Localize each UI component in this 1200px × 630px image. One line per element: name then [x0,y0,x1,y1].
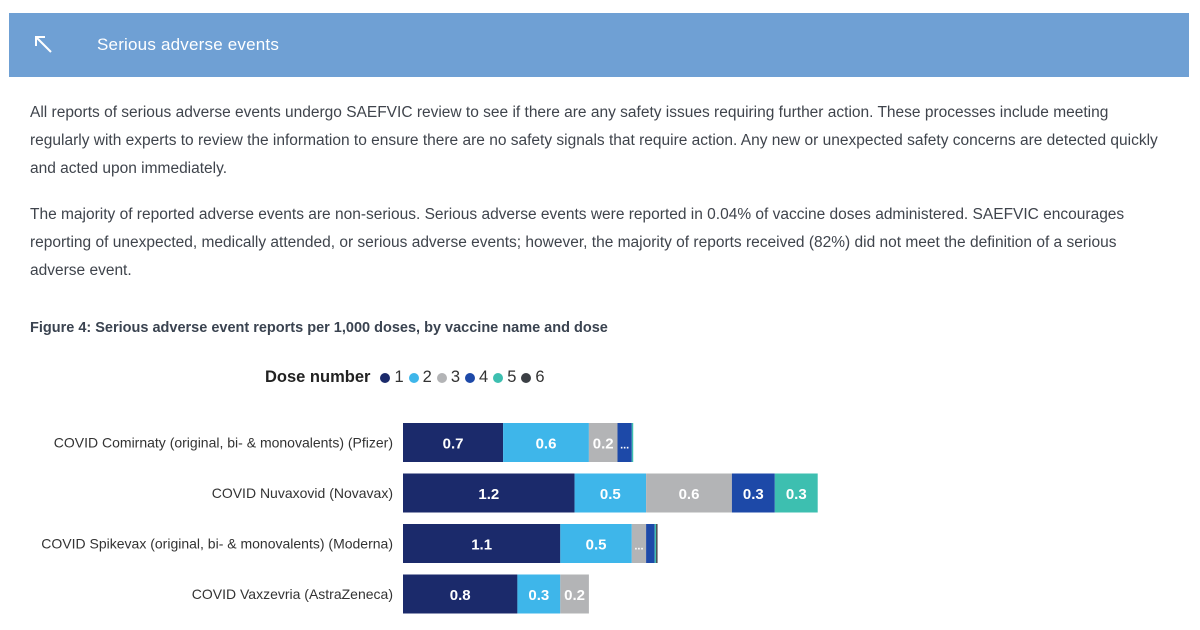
legend-title: Dose number [265,368,371,386]
data-label: 1.2 [478,486,499,503]
legend-item-dose-4: 4 [465,368,488,387]
bar-segment-dose-3[interactable] [588,423,618,462]
header-bar: Serious adverse events [9,13,1189,77]
legend-dot [436,372,447,383]
legend-dot [380,372,391,383]
legend-dot [408,372,419,383]
legend-dot [521,372,532,383]
arrow-up-left-icon[interactable] [31,32,57,58]
intro-paragraph: All reports of serious adverse events un… [30,104,1158,177]
data-label: 0.8 [450,587,471,604]
page-title: Serious adverse events [97,35,280,54]
data-label: 0.2 [593,436,614,453]
bar-segment-dose-3[interactable] [631,524,647,563]
legend-label: 6 [535,368,545,386]
bar-segment-dose-1[interactable] [403,473,575,513]
bar-segment-dose-3[interactable] [646,473,732,513]
data-label: 1.1 [471,537,492,554]
legend-item-dose-3: 3 [436,368,460,387]
data-label: 0.6 [536,436,557,453]
legend-label: 5 [507,368,517,386]
category-label: COVID Comirnaty (original, bi- & monoval… [54,435,393,451]
bar-segment-dose-4[interactable] [646,524,655,563]
data-label: 0.5 [586,537,607,554]
bar-segment-dose-5[interactable] [631,423,634,462]
bar-segment-dose-2[interactable] [503,423,589,462]
data-label: ... [634,541,643,553]
bar-segment-dose-1[interactable] [403,423,504,462]
data-label: 0.5 [600,486,621,503]
category-label: COVID Vaxzevria (AstraZeneca) [192,586,393,602]
bar-segment-dose-2[interactable] [560,524,632,563]
legend-label: 4 [479,368,489,386]
data-label: 0.7 [443,436,464,453]
data-label: ... [620,440,629,452]
bar-segment-dose-1[interactable] [403,574,518,614]
legend-label: 1 [394,368,404,386]
data-label: 0.3 [786,486,807,503]
bar-segment-dose-5[interactable] [774,473,818,513]
bar-segment-dose-3[interactable] [560,574,589,614]
legend-item-dose-5: 5 [493,368,516,387]
data-label: 0.3 [528,587,549,604]
legend-item-dose-6: 6 [521,368,545,387]
data-label: 0.3 [743,486,764,503]
legend-label: 2 [422,368,432,386]
bar-segment-dose-6[interactable] [656,524,658,563]
legend-label: 3 [450,368,460,386]
legend-item-dose-1: 1 [380,368,404,387]
bar-segment-dose-2[interactable] [517,574,561,614]
figure-title: Figure 4: Serious adverse event reports … [30,320,608,336]
legend-dot [465,372,475,383]
bar-segment-dose-5[interactable] [654,524,657,563]
category-label: COVID Spikevax (original, bi- & monovale… [41,536,393,552]
summary-paragraph: The majority of reported adverse events … [30,206,1125,279]
bar-segment-dose-4[interactable] [731,473,775,513]
category-label: COVID Nuvaxovid (Novavax) [212,485,393,501]
data-label: 0.6 [679,486,700,503]
data-label: 0.2 [564,587,585,604]
bar-segment-dose-2[interactable] [574,473,647,513]
legend-dot [493,372,504,383]
legend-item-dose-2: 2 [408,368,432,387]
bar-segment-dose-1[interactable] [403,524,561,563]
stacked-bar-chart: COVID Comirnaty (original, bi- & monoval… [41,423,818,614]
bar-segment-dose-4[interactable] [617,423,632,462]
